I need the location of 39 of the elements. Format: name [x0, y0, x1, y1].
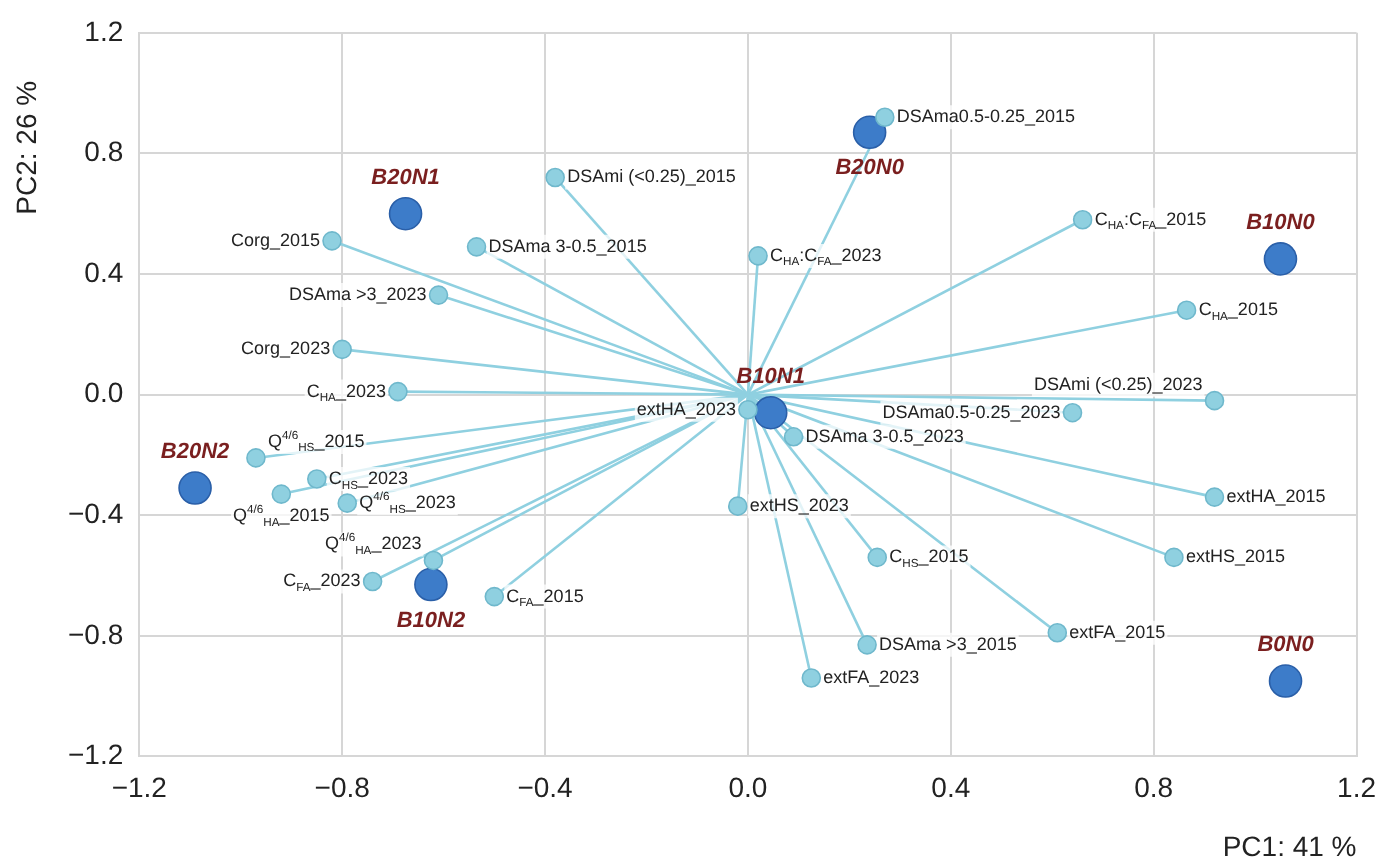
x-tick-label: 0.4: [931, 770, 971, 803]
y-tick-label: 1.2: [84, 14, 124, 47]
annotation: Corg_2015: [230, 229, 321, 250]
annotation: B10N2: [396, 608, 466, 633]
annotation: B10N1: [736, 364, 805, 389]
annotation: extHA_2015: [1226, 486, 1326, 507]
annotation: DSAma0.5-0.25_2015: [896, 106, 1075, 127]
x-tick-label: −0.4: [517, 770, 574, 803]
annotation: DSAmi (<0.25)_2015: [567, 166, 736, 187]
annotation: DSAma 3-0.5_2023: [805, 425, 964, 446]
annotation: DSAma >3_2015: [879, 633, 1017, 654]
x-tick-label: 0.8: [1134, 770, 1174, 803]
annotation: DSAma >3_2023: [288, 284, 427, 305]
annotation: B20N0: [835, 156, 906, 181]
annotation: Corg_2023: [241, 338, 331, 359]
annotation: extHS_2015: [1185, 546, 1286, 567]
annotation: DSAmi (<0.25)_2023: [1033, 373, 1203, 394]
x-tick-label: 0.0: [728, 770, 768, 803]
x-tick-label: 1.2: [1337, 770, 1377, 803]
y-tick-label: −0.4: [67, 496, 124, 529]
annotation: extFA_2023: [823, 666, 920, 687]
x-tick-label: −1.2: [111, 770, 168, 803]
y-axis-title: PC2: 26 %: [9, 80, 42, 215]
y-tick-label: −1.2: [67, 738, 124, 771]
annotation: B20N2: [160, 440, 230, 465]
annotation: DSAma0.5-0.25_2023: [882, 401, 1061, 422]
annotation: extHA_2023: [636, 398, 736, 419]
annotation: B20N1: [371, 165, 440, 190]
y-tick-label: 0.0: [84, 376, 124, 409]
annotation: extFA_2015: [1069, 621, 1166, 642]
annotation: DSAma 3-0.5_2015: [488, 235, 647, 256]
x-axis-title: PC1: 41 %: [1222, 829, 1357, 862]
annotation: B0N0: [1257, 633, 1316, 658]
x-tick-label: −0.8: [314, 770, 371, 803]
y-tick-label: −0.8: [67, 617, 124, 650]
y-tick-label: 0.4: [84, 255, 124, 288]
y-tick-label: 0.8: [84, 135, 124, 168]
annotation: B10N0: [1246, 210, 1317, 235]
annotation: extHS_2023: [749, 495, 849, 516]
